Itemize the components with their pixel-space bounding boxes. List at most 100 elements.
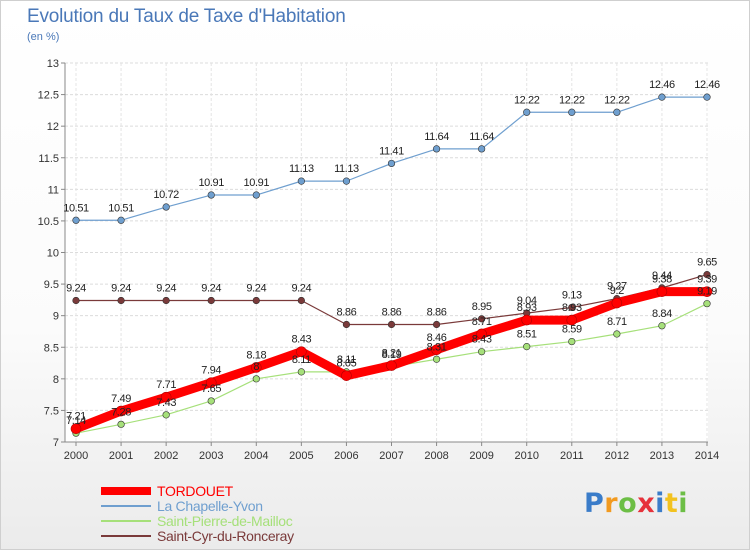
data-label: 11.64 xyxy=(469,131,494,143)
series-1 xyxy=(72,93,711,224)
data-label: 8.31 xyxy=(427,341,447,353)
data-point xyxy=(115,405,127,417)
data-label: 7.28 xyxy=(111,406,131,418)
data-point xyxy=(387,159,396,168)
data-label: 8.71 xyxy=(472,316,492,328)
data-label: 12.46 xyxy=(694,79,720,91)
y-tick-label: 12 xyxy=(47,121,59,133)
data-point xyxy=(252,375,260,383)
data-label: 8.18 xyxy=(246,349,266,361)
data-point xyxy=(250,362,262,373)
y-tick-label: 12.5 xyxy=(38,90,59,102)
data-point xyxy=(205,377,217,388)
data-label: 11.13 xyxy=(289,163,314,175)
data-point xyxy=(432,145,441,153)
data-label: 9.13 xyxy=(562,289,582,301)
legend-swatch xyxy=(101,520,151,522)
data-label: 8.11 xyxy=(292,354,311,366)
data-label: 8.46 xyxy=(427,332,447,344)
data-label: 8.11 xyxy=(337,354,356,366)
data-point xyxy=(297,177,305,185)
x-tick-label: 2005 xyxy=(289,450,313,462)
x-tick-label: 2000 xyxy=(64,450,88,462)
chart-title: Evolution du Taux de Taxe d'Habitation xyxy=(27,6,346,27)
data-label: 9.19 xyxy=(697,286,717,298)
data-label: 10.51 xyxy=(108,202,134,214)
series-0 xyxy=(70,286,713,435)
data-label: 9.24 xyxy=(66,283,86,295)
data-point xyxy=(701,286,713,297)
x-tick-label: 2009 xyxy=(469,450,493,462)
data-label: 7.43 xyxy=(156,397,176,409)
y-tick-label: 10.5 xyxy=(38,216,59,228)
x-tick-label: 2010 xyxy=(514,450,538,462)
data-label: 11.64 xyxy=(424,131,449,143)
data-point xyxy=(72,216,80,224)
data-point xyxy=(478,348,486,356)
data-point xyxy=(568,108,576,116)
data-label: 8.59 xyxy=(562,324,582,336)
data-point xyxy=(252,296,260,305)
y-tick-label: 13 xyxy=(47,58,59,70)
chart-subtitle: (en %) xyxy=(27,31,60,43)
data-point xyxy=(297,296,305,305)
data-point xyxy=(658,322,666,330)
x-tick-label: 2014 xyxy=(695,450,719,462)
data-point xyxy=(162,296,170,305)
data-point xyxy=(656,286,668,297)
data-point xyxy=(568,337,576,346)
data-point xyxy=(160,391,172,403)
data-label: 9.65 xyxy=(697,257,717,269)
data-point xyxy=(523,343,531,351)
x-tick-label: 2007 xyxy=(379,450,403,462)
legend-swatch xyxy=(101,535,151,537)
data-point xyxy=(568,303,576,312)
data-label: 9.04 xyxy=(517,295,537,307)
data-label: 8.51 xyxy=(517,329,537,341)
data-label: 9.24 xyxy=(156,283,176,295)
data-point xyxy=(703,93,711,101)
y-tick-label: 8 xyxy=(53,374,59,386)
data-label: 12.46 xyxy=(649,79,675,91)
data-point xyxy=(207,397,215,405)
data-label: 7.49 xyxy=(111,393,131,405)
data-label: 9.24 xyxy=(201,283,221,295)
data-label: 9.27 xyxy=(607,281,627,293)
data-point xyxy=(296,346,307,357)
data-label: 7.94 xyxy=(201,365,221,377)
data-label: 8 xyxy=(253,361,259,373)
data-point xyxy=(117,216,125,224)
x-tick-label: 2013 xyxy=(650,450,674,462)
legend-label: TORDOUET xyxy=(157,483,233,499)
y-tick-label: 7.5 xyxy=(44,405,59,417)
data-label: 8.93 xyxy=(562,302,582,314)
data-point xyxy=(613,330,621,338)
data-label: 8.43 xyxy=(472,334,492,346)
data-point xyxy=(566,314,578,326)
y-tick-label: 8.5 xyxy=(44,342,59,354)
data-point xyxy=(611,297,623,309)
data-label: 8.93 xyxy=(517,302,537,314)
data-label: 10.51 xyxy=(63,202,89,214)
data-point xyxy=(341,370,352,381)
data-label: 12.22 xyxy=(514,94,540,106)
data-label: 11.13 xyxy=(334,163,359,175)
data-point xyxy=(431,344,442,356)
y-tick-label: 7 xyxy=(53,437,59,449)
data-point xyxy=(387,320,396,329)
y-tick-label: 9 xyxy=(53,311,59,323)
data-label: 8.84 xyxy=(652,308,672,320)
data-point xyxy=(476,328,487,340)
data-label: 9.24 xyxy=(291,283,311,295)
data-label: 8.86 xyxy=(382,307,402,319)
data-label: 8.21 xyxy=(382,348,402,360)
x-tick-label: 2008 xyxy=(424,450,448,462)
y-tick-label: 9.5 xyxy=(44,279,59,291)
data-point xyxy=(162,411,170,419)
data-point xyxy=(386,360,397,371)
data-point xyxy=(207,191,215,199)
data-point xyxy=(703,300,711,308)
data-label: 9.2 xyxy=(610,285,624,297)
data-label: 10.72 xyxy=(153,189,179,201)
data-label: 10.91 xyxy=(198,177,224,189)
